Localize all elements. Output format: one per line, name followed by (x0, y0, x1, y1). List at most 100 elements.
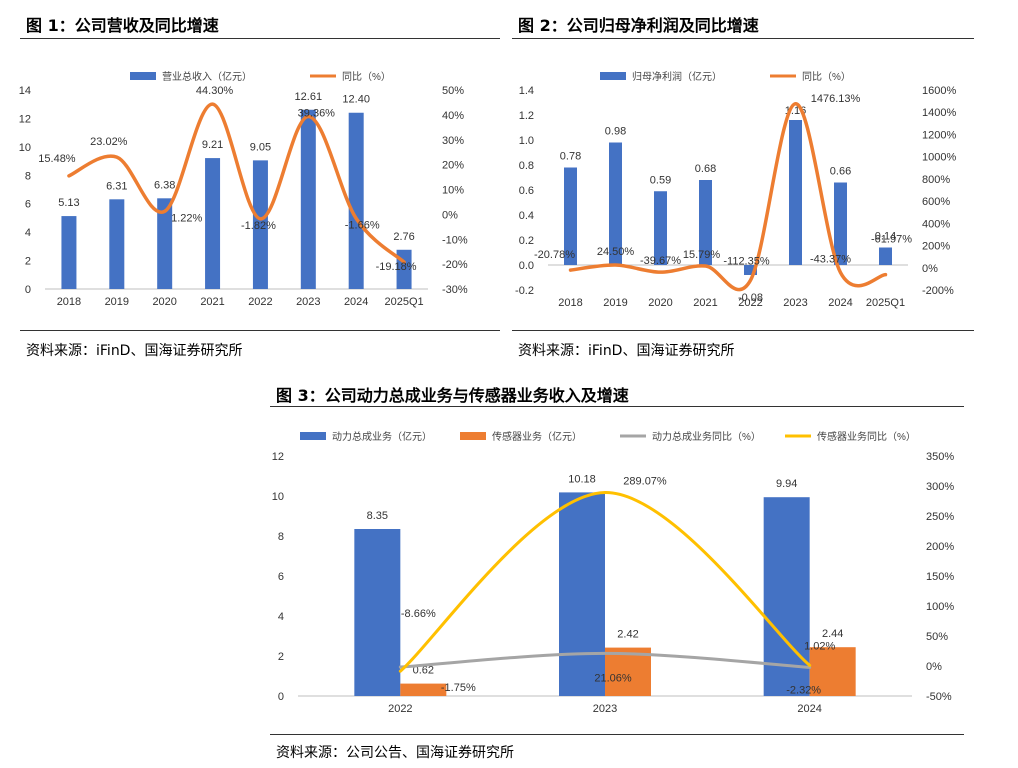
fig1-bar (348, 112, 364, 289)
fig1-line-data-label: 44.30% (196, 85, 234, 97)
fig1-bar-data-label: 6.31 (106, 180, 127, 192)
fig2-bar (834, 182, 847, 265)
fig2-title: 图 2：公司归母净利润及同比增速 (518, 16, 759, 35)
fig3-right-tick-label: 200% (926, 541, 954, 553)
fig3-legend-swatch (300, 432, 326, 440)
fig3-legend-label: 动力总成业务（亿元） (332, 430, 432, 443)
fig1-left-tick-label: 0 (25, 284, 31, 296)
fig3-bar-data-label: 10.18 (568, 473, 596, 485)
fig2-legend-label: 归母净利润（亿元） (632, 70, 722, 83)
fig2-line-data-label: -39.67% (640, 255, 681, 267)
fig1-bar (61, 216, 77, 289)
fig1-bar-data-label: 9.21 (202, 139, 223, 151)
fig3-line-data-label: -8.66% (401, 608, 436, 620)
fig2-right-tick-label: 1600% (922, 85, 956, 97)
fig1-right-tick-label: -20% (442, 259, 468, 271)
fig2-left-tick-label: 0.4 (519, 210, 534, 222)
fig2-bar-data-label: 0.78 (560, 151, 581, 163)
fig3-line-data-label: -1.75% (441, 682, 476, 694)
fig1-left-tick-label: 2 (25, 256, 31, 268)
fig2-right-tick-label: 1400% (922, 107, 956, 119)
fig2-bar-data-label: 0.14 (875, 231, 896, 243)
fig2-bar (564, 167, 577, 265)
fig1-x-tick-label: 2025Q1 (384, 296, 423, 308)
fig1-legend-label: 同比（%） (342, 71, 391, 83)
fig3-bar (400, 683, 447, 696)
fig1-right-tick-label: 40% (442, 110, 464, 122)
fig2-left-tick-label: 1.2 (519, 110, 534, 122)
fig2-left-tick-label: 0.2 (519, 235, 534, 247)
fig2-bar (789, 120, 802, 265)
fig3-left-tick-label: 2 (278, 651, 284, 663)
fig3-left-tick-label: 4 (278, 611, 284, 623)
fig3-legend-swatch (460, 432, 486, 440)
fig2-x-tick-label: 2020 (648, 297, 672, 309)
fig2-x-tick-label: 2022 (738, 297, 762, 309)
fig1-x-tick-label: 2022 (248, 296, 272, 308)
fig2-bar (609, 142, 622, 265)
fig2-x-tick-label: 2025Q1 (866, 297, 905, 309)
fig3-line-data-label: 289.07% (623, 476, 667, 488)
fig1-line-data-label: -1.82% (241, 220, 276, 232)
fig2-left-tick-label: 0.6 (519, 185, 534, 197)
fig2-line-series (568, 102, 888, 292)
fig1-title: 图 1：公司营收及同比增速 (26, 16, 219, 35)
fig2-right-tick-label: 200% (922, 241, 950, 253)
fig1-x-tick-label: 2018 (57, 296, 81, 308)
fig3-right-tick-label: 50% (926, 631, 948, 643)
fig1-line-data-label: -1.66% (345, 220, 380, 232)
fig3-left-tick-label: 6 (278, 571, 284, 583)
fig3-right-tick-label: 0% (926, 661, 942, 673)
fig3-legend-label: 传感器业务同比（%） (817, 430, 916, 443)
fig1-left-tick-label: 6 (25, 199, 31, 211)
fig1-legend-label: 营业总收入（亿元） (162, 70, 252, 83)
fig2-bar (744, 265, 757, 275)
fig3-bar-data-label: 2.42 (617, 629, 638, 641)
fig2-x-tick-label: 2021 (693, 297, 717, 309)
fig1-right-tick-label: 50% (442, 85, 464, 97)
fig2-x-tick-label: 2019 (603, 297, 627, 309)
fig3-x-tick-label: 2022 (388, 703, 412, 715)
fig1-x-tick-label: 2021 (200, 296, 224, 308)
fig2-legend-swatch (600, 72, 626, 80)
fig2-x-tick-label: 2024 (828, 297, 852, 309)
fig1-x-tick-label: 2019 (105, 296, 129, 308)
fig3-left-tick-label: 10 (272, 491, 284, 503)
fig2-x-tick-label: 2023 (783, 297, 807, 309)
fig1-left-tick-label: 8 (25, 170, 31, 182)
fig1-right-tick-label: -10% (442, 234, 468, 246)
fig2-line-data-label: 1476.13% (811, 93, 861, 105)
fig1-bar-data-label: 12.61 (295, 91, 323, 103)
fig3-x-tick-label: 2024 (797, 703, 821, 715)
fig3-bar (809, 647, 856, 696)
fig2-left-tick-label: -0.2 (515, 285, 534, 297)
fig1-line-data-label: 23.02% (90, 136, 128, 148)
fig2-right-tick-label: 800% (922, 174, 950, 186)
fig1-bar-data-label: 2.76 (393, 231, 414, 243)
fig1-x-tick-label: 2023 (296, 296, 320, 308)
fig2-bar (654, 191, 667, 265)
fig3-bar (354, 529, 401, 696)
fig1-bottom-rule (20, 330, 500, 331)
fig3-bar-data-label: 8.35 (367, 510, 388, 522)
fig2-bar-data-label: 0.59 (650, 174, 671, 186)
fig2-bar-data-label: -0.08 (738, 292, 763, 304)
fig3-bar-data-label: 2.44 (822, 628, 843, 640)
fig3-title-rule (270, 406, 964, 407)
fig2-right-tick-label: 1200% (922, 129, 956, 141)
fig3-right-tick-label: 350% (926, 451, 954, 463)
fig2-right-tick-label: 0% (922, 263, 938, 275)
fig2-line-data-label: -112.35% (723, 255, 769, 267)
fig1-x-tick-label: 2020 (152, 296, 176, 308)
fig2-right-tick-label: 1000% (922, 152, 956, 164)
fig3-bottom-rule (270, 734, 964, 735)
fig1-line-data-label: 15.48% (38, 153, 76, 165)
fig3-left-tick-label: 8 (278, 531, 284, 543)
fig2-left-tick-label: 1.4 (519, 85, 534, 97)
fig2-legend-label: 同比（%） (802, 71, 851, 83)
fig2-line-data-label: 15.79% (683, 249, 721, 261)
fig1-bar (252, 160, 268, 289)
fig1-left-tick-label: 12 (19, 113, 31, 125)
fig2-right-tick-label: 600% (922, 196, 950, 208)
